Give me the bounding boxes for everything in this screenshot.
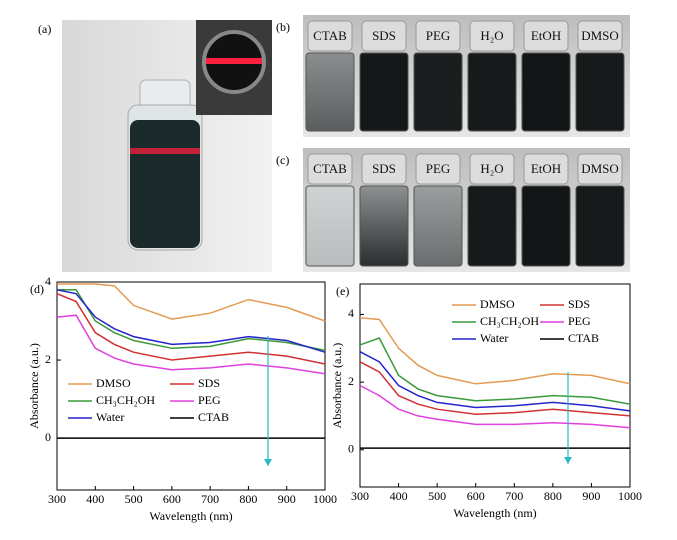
vial-label: DMSO [581,28,619,43]
vial-body [467,185,517,267]
x-tick-label: 1000 [313,492,337,506]
data-line [57,283,326,322]
x-tick-label: 700 [201,492,219,506]
data-line [359,384,631,429]
vial-cap [361,153,407,185]
vial-cap [469,20,515,52]
vial-body [305,52,355,132]
panel-label: (c) [276,153,289,167]
vial-label: EtOH [531,28,561,43]
vial-cap [415,153,461,185]
arrow-head [264,459,272,466]
data-line [359,361,631,417]
vial-label: SDS [372,28,396,43]
laser-beam [130,148,200,154]
vial-body [413,52,463,132]
vial-body [305,185,355,267]
vial-cap [577,20,623,52]
data-line [359,337,631,405]
vial-body [575,185,625,267]
legend-label: PEG [198,393,221,407]
vial-cap [469,153,515,185]
x-axis-label: Wavelength (nm) [453,506,536,520]
vial-cap [577,153,623,185]
vial-cap [361,20,407,52]
vial-body [467,52,517,132]
vial-label: PEG [426,161,451,176]
legend-label: SDS [198,376,220,390]
legend-label: Water [96,410,124,424]
vial-cap [307,20,353,52]
vial-label: H₂O [480,161,503,176]
vial-label: EtOH [531,161,561,176]
legend-label: CTAB [568,331,599,345]
legend-label: PEG [568,314,591,328]
vial-label: DMSO [581,161,619,176]
vial-label: CTAB [313,28,347,43]
x-tick-label: 600 [163,492,181,506]
data-line [56,314,326,375]
vial-cap [307,153,353,185]
y-axis-label: Absorbance (a.u.) [330,343,344,429]
x-tick-label: 900 [582,489,600,503]
arrow-head [564,457,572,464]
vial-body [521,52,571,132]
data-line [359,351,631,412]
vial-body [413,185,463,267]
x-tick-label: 700 [505,489,523,503]
legend-label: Water [480,331,508,345]
panel-label: (e) [336,284,349,298]
y-tick-label: 0 [45,430,51,444]
x-tick-label: 1000 [618,489,642,503]
vial-body [575,52,625,132]
y-axis-label: Absorbance (a.u.) [27,343,41,429]
vial-cap [523,20,569,52]
vial-body [359,52,409,132]
data-line [359,317,631,385]
x-tick-label: 800 [239,492,257,506]
legend-label: CH₃CH₂OH [480,314,539,328]
vial-cap [415,20,461,52]
x-tick-label: 500 [125,492,143,506]
x-axis-label: Wavelength (nm) [149,509,232,523]
data-line [56,293,326,365]
vial-body [521,185,571,267]
y-tick-label: 4 [348,306,354,320]
legend-label: DMSO [96,376,131,390]
x-tick-label: 800 [544,489,562,503]
vial-label: SDS [372,161,396,176]
vial-label: CTAB [313,161,347,176]
vial-body [359,185,409,267]
panel-label: (a) [38,22,51,36]
legend-label: SDS [568,297,590,311]
y-tick-label: 2 [348,374,354,388]
x-tick-label: 900 [278,492,296,506]
y-tick-label: 4 [45,274,51,288]
x-tick-label: 400 [390,489,408,503]
legend-label: CH₃CH₂OH [96,393,155,407]
x-tick-label: 300 [48,492,66,506]
vial-cap [523,153,569,185]
x-tick-label: 500 [428,489,446,503]
legend-label: CTAB [198,410,229,424]
x-tick-label: 600 [467,489,485,503]
vial-liquid [130,120,200,248]
x-tick-label: 400 [86,492,104,506]
y-tick-label: 2 [45,352,51,366]
plot-frame [56,281,326,491]
x-tick-label: 300 [351,489,369,503]
legend-label: DMSO [480,297,515,311]
vial-label: PEG [426,28,451,43]
vial-label: H₂O [480,28,503,43]
inset-laser [206,58,262,64]
data-line [57,289,326,352]
y-tick-label: 0 [348,442,354,456]
panel-label: (b) [276,20,290,34]
panel-label: (d) [30,282,44,296]
